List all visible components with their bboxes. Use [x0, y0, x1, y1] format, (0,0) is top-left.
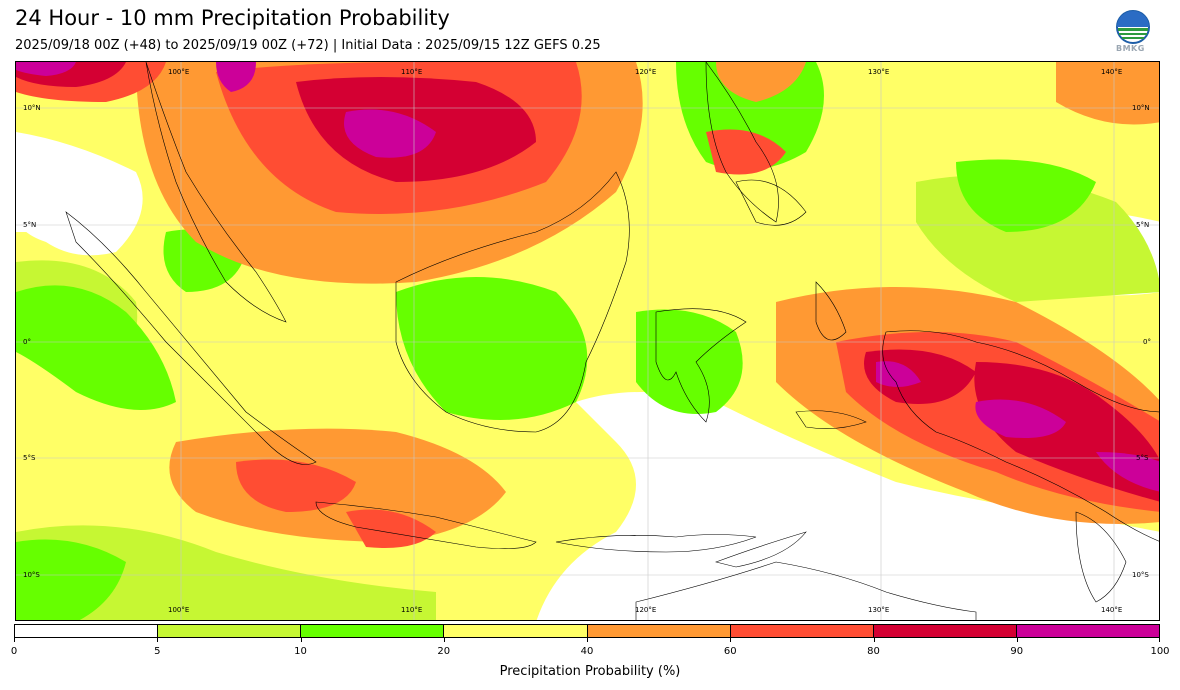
lat-label-left: 10°N: [23, 104, 41, 112]
lat-label-left: 0°: [23, 338, 31, 346]
colorbar-tick: [14, 638, 15, 642]
colorbar-tick: [587, 638, 588, 642]
lon-label-top: 100°E: [168, 68, 190, 76]
bmkg-logo-icon: [1116, 10, 1150, 44]
lat-label-left: 5°N: [23, 221, 37, 229]
lon-label-top: 130°E: [868, 68, 890, 76]
colorbar-tick-label: 40: [580, 646, 594, 657]
colorbar-tick-label: 20: [437, 646, 451, 657]
colorbar-segment: [158, 625, 302, 637]
chart-subtitle: 2025/09/18 00Z (+48) to 2025/09/19 00Z (…: [15, 38, 601, 53]
colorbar: [14, 624, 1160, 638]
colorbar-tick-label: 5: [154, 646, 161, 657]
logo-text: BMKG: [1116, 44, 1145, 53]
colorbar-segment: [444, 625, 588, 637]
colorbar-segment: [15, 625, 159, 637]
colorbar-tick-label: 0: [10, 646, 18, 657]
colorbar-segment: [587, 625, 731, 637]
colorbar-tick-label: 80: [867, 646, 880, 657]
lon-label-bottom: 130°E: [868, 606, 890, 614]
lat-label-left: 10°S: [23, 571, 40, 579]
colorbar-tick: [300, 638, 302, 642]
lat-label-right: 5°S: [1136, 454, 1149, 462]
colorbar-title: Precipitation Probability (%): [499, 664, 681, 679]
lat-label-right: 5°N: [1136, 221, 1150, 229]
chart-title: 24 Hour - 10 mm Precipitation Probabilit…: [15, 6, 450, 30]
lon-label-top: 120°E: [635, 68, 657, 76]
colorbar-tick-label: 100: [1150, 646, 1170, 657]
colorbar-tick: [1016, 638, 1018, 642]
lat-label-left: 5°S: [23, 454, 36, 462]
colorbar-tick: [873, 638, 875, 642]
lat-label-right: 10°S: [1132, 571, 1149, 579]
colorbar-segment: [301, 625, 445, 637]
coastlines: [65, 62, 1159, 620]
colorbar-tick-label: 60: [723, 646, 737, 657]
colorbar-tick: [730, 638, 732, 642]
lat-label-right: 0°: [1143, 338, 1151, 346]
colorbar-tick-label: 90: [1010, 646, 1024, 657]
lon-label-bottom: 100°E: [168, 606, 190, 614]
colorbar-segment: [730, 625, 874, 637]
colorbar-tick: [157, 638, 159, 642]
colorbar-tick: [1159, 638, 1160, 642]
precipitation-map: 100°E 110°E 120°E 130°E 140°E 100°E 110°…: [15, 61, 1160, 621]
lon-label-bottom: 110°E: [401, 606, 423, 614]
colorbar-tick-label: 10: [294, 646, 307, 657]
lat-label-right: 10°N: [1132, 104, 1150, 112]
lon-label-top: 140°E: [1101, 68, 1123, 76]
colorbar-segment: [1016, 625, 1159, 637]
colorbar-tick: [443, 638, 445, 642]
probability-field: [16, 62, 1159, 620]
lon-label-top: 110°E: [401, 68, 423, 76]
colorbar-segment: [873, 625, 1017, 637]
lon-label-bottom: 120°E: [635, 606, 657, 614]
lon-label-bottom: 140°E: [1101, 606, 1123, 614]
